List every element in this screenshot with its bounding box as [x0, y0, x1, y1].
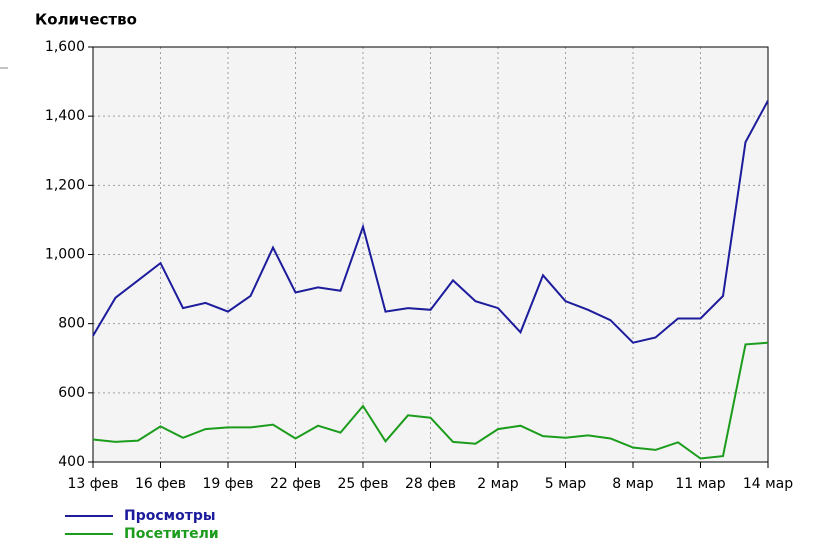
- x-tick-label: 28 фев: [405, 476, 456, 492]
- x-tick-label: 25 фев: [337, 476, 388, 492]
- legend-label: Просмотры: [124, 508, 216, 524]
- x-tick-label: 14 мар: [743, 476, 793, 492]
- legend-label: Посетители: [124, 526, 219, 542]
- x-tick-label: 11 мар: [675, 476, 725, 492]
- y-tick-label: 1,200: [45, 177, 85, 193]
- x-tick-label: 2 мар: [477, 476, 518, 492]
- x-tick-label: 8 мар: [612, 476, 653, 492]
- y-tick-label: 1,400: [45, 108, 85, 124]
- y-tick-label: 400: [58, 454, 85, 470]
- series-line: [92, 100, 769, 344]
- y-tick-label: 1,600: [45, 39, 85, 55]
- y-tick-label: 1,000: [45, 247, 85, 263]
- x-tick-label: 19 фев: [202, 476, 253, 492]
- x-tick-label: 5 мар: [545, 476, 586, 492]
- chart-title: Количество: [35, 11, 137, 29]
- plot-border: [92, 46, 769, 463]
- y-tick-label: 800: [58, 316, 85, 332]
- x-tick-label: 13 фев: [67, 476, 118, 492]
- x-tick-label: 16 фев: [135, 476, 186, 492]
- series-line: [92, 341, 769, 460]
- x-tick-label: 22 фев: [270, 476, 321, 492]
- y-tick-label: 600: [58, 385, 85, 401]
